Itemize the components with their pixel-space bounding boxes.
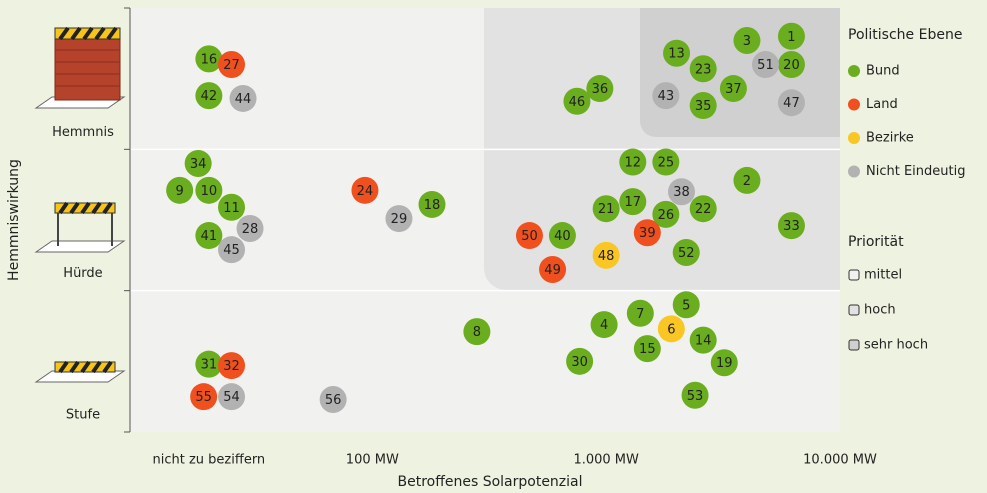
point-label: 13 — [668, 47, 685, 62]
point-label: 22 — [695, 202, 712, 217]
y-category-label: Hürde — [63, 266, 102, 281]
point-label: 51 — [757, 58, 774, 73]
priority-legend-label: hoch — [864, 303, 896, 318]
y-axis-title: Hemmniswirkung — [6, 159, 22, 281]
point-label: 49 — [544, 263, 561, 278]
hurdle-icon — [36, 203, 124, 252]
legend-marker — [848, 99, 860, 111]
point-label: 40 — [554, 229, 571, 244]
point-label: 17 — [625, 195, 642, 210]
point-label: 9 — [176, 184, 184, 199]
legend-marker — [848, 166, 860, 178]
wall-icon — [36, 28, 124, 108]
point-label: 48 — [598, 249, 615, 264]
point-label: 4 — [600, 318, 608, 333]
x-tick-label: 1.000 MW — [573, 453, 639, 468]
priority-legend-label: mittel — [864, 268, 902, 283]
point-label: 37 — [725, 82, 742, 97]
point-label: 31 — [201, 358, 218, 373]
point-label: 11 — [223, 201, 240, 216]
point-label: 44 — [235, 92, 252, 107]
point-label: 6 — [667, 322, 675, 337]
x-tick-label: 10.000 MW — [803, 453, 877, 468]
point-label: 32 — [223, 359, 240, 374]
legend-title: Politische Ebene — [848, 27, 962, 43]
y-category-label: Hemmnis — [52, 125, 114, 140]
point-label: 28 — [242, 222, 259, 237]
point-label: 56 — [325, 393, 342, 408]
point-label: 46 — [569, 95, 586, 110]
legend-label: Bund — [866, 64, 900, 79]
point-label: 47 — [783, 96, 800, 111]
priority-legend-marker — [849, 270, 859, 280]
chart: Hemmniswirkung Betroffenes Solarpotenzia… — [0, 0, 987, 493]
point-label: 18 — [424, 198, 441, 213]
x-tick-label: nicht zu beziffern — [153, 453, 266, 468]
point-label: 39 — [639, 226, 656, 241]
priority-legend-label: sehr hoch — [864, 338, 928, 353]
priority-region-fill — [814, 8, 840, 137]
point-label: 8 — [473, 325, 481, 340]
point-label: 33 — [783, 219, 800, 234]
point-label: 14 — [695, 334, 712, 349]
point-label: 20 — [783, 58, 800, 73]
point-label: 10 — [201, 184, 218, 199]
point-label: 54 — [223, 390, 240, 405]
point-label: 36 — [592, 82, 609, 97]
point-label: 41 — [201, 229, 218, 244]
y-category-label: Stufe — [66, 408, 100, 423]
x-axis-title: Betroffenes Solarpotenzial — [397, 474, 582, 490]
point-label: 29 — [391, 212, 408, 227]
point-label: 26 — [658, 208, 675, 223]
point-label: 15 — [639, 342, 656, 357]
point-label: 43 — [658, 89, 675, 104]
point-label: 55 — [195, 390, 212, 405]
point-label: 50 — [521, 229, 538, 244]
x-tick-label: 100 MW — [346, 453, 399, 468]
step-icon — [36, 362, 124, 382]
point-label: 38 — [673, 185, 690, 200]
legend-label: Land — [866, 97, 898, 112]
legend-marker — [848, 132, 860, 144]
point-label: 53 — [687, 389, 704, 404]
legend-marker — [848, 65, 860, 77]
point-label: 27 — [223, 58, 240, 73]
point-label: 52 — [678, 246, 695, 261]
point-label: 12 — [625, 156, 642, 171]
point-label: 45 — [223, 243, 240, 258]
point-label: 35 — [695, 99, 712, 114]
point-label: 7 — [636, 307, 644, 322]
priority-legend-title: Priorität — [848, 234, 904, 250]
point-label: 1 — [787, 30, 795, 45]
point-label: 5 — [682, 298, 690, 313]
priority-legend-marker — [849, 340, 859, 350]
priority-legend-marker — [849, 305, 859, 315]
legend-label: Nicht Eindeutig — [866, 164, 965, 179]
point-label: 25 — [658, 156, 675, 171]
point-label: 16 — [201, 52, 218, 67]
legend-label: Bezirke — [866, 131, 914, 146]
point-label: 34 — [190, 157, 207, 172]
point-label: 23 — [695, 62, 712, 77]
point-label: 24 — [357, 184, 374, 199]
point-label: 21 — [598, 202, 615, 217]
point-label: 3 — [743, 34, 751, 49]
point-label: 19 — [716, 356, 733, 371]
point-label: 2 — [743, 174, 751, 189]
point-label: 30 — [571, 355, 588, 370]
point-label: 42 — [201, 89, 218, 104]
